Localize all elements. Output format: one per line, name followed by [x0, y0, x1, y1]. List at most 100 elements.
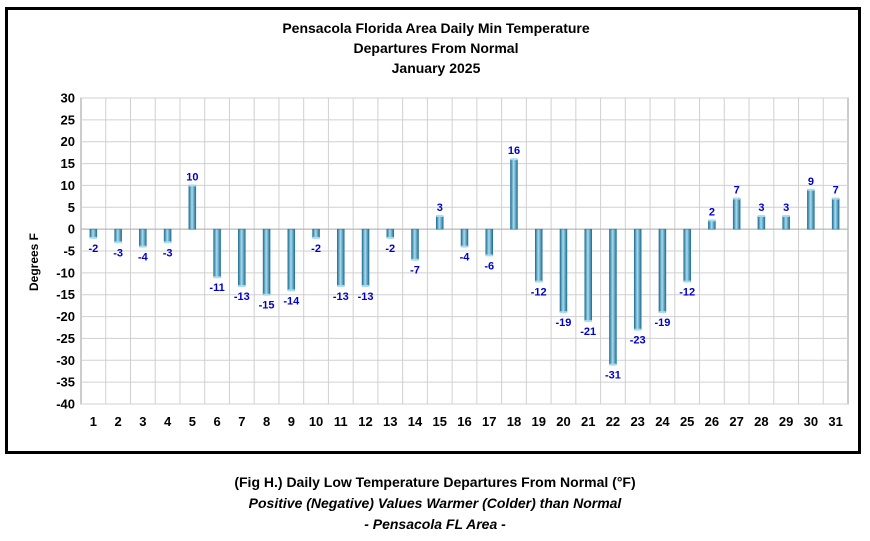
- x-tick-label: 30: [804, 414, 818, 429]
- data-label: -3: [163, 247, 173, 259]
- x-tick-label: 12: [358, 414, 372, 429]
- y-tick-label: -35: [56, 375, 75, 390]
- bar: [807, 189, 815, 230]
- data-label: -19: [654, 317, 670, 329]
- bar-cap: [782, 215, 790, 218]
- x-tick-label: 10: [309, 414, 323, 429]
- data-label: -14: [283, 295, 300, 307]
- x-tick-label: 6: [213, 414, 220, 429]
- data-label: -12: [531, 287, 547, 299]
- x-tick-label: 17: [482, 414, 496, 429]
- bar: [213, 228, 221, 278]
- x-tick-label: 29: [779, 414, 793, 429]
- x-tick-label: 27: [729, 414, 743, 429]
- x-tick-label: 5: [189, 414, 196, 429]
- data-label: 2: [709, 206, 715, 218]
- bar: [361, 228, 370, 287]
- bar-cap: [757, 215, 765, 218]
- chart-frame: Pensacola Florida Area Daily Min Tempera…: [5, 7, 861, 454]
- bar: [287, 228, 296, 291]
- y-tick-label: -25: [56, 331, 75, 346]
- bar-cap: [733, 197, 741, 200]
- data-label: -13: [333, 291, 349, 303]
- bar-cap: [263, 293, 271, 296]
- y-tick-label: 15: [61, 156, 75, 171]
- y-tick-label: -10: [56, 265, 75, 280]
- x-tick-label: 2: [114, 414, 121, 429]
- bar-cap: [535, 280, 543, 283]
- bar: [188, 185, 197, 230]
- bar: [411, 228, 419, 260]
- bar: [831, 198, 840, 230]
- data-label: -19: [556, 317, 572, 329]
- data-label: -31: [605, 370, 621, 382]
- y-tick-label: 5: [68, 200, 75, 215]
- bar-cap: [287, 289, 295, 292]
- bar: [460, 228, 469, 247]
- bar-cap: [510, 158, 518, 161]
- x-tick-label: 4: [164, 414, 172, 429]
- x-tick-label: 3: [139, 414, 146, 429]
- y-tick-label: 20: [61, 134, 75, 149]
- bar: [584, 228, 592, 322]
- y-tick-label: -20: [56, 309, 75, 324]
- data-label: 3: [758, 202, 764, 214]
- data-label: 9: [808, 176, 814, 188]
- bar-cap: [411, 258, 419, 261]
- data-label: -21: [580, 326, 596, 338]
- bar: [534, 228, 543, 282]
- figure-caption-title: (Fig H.) Daily Low Temperature Departure…: [234, 474, 636, 490]
- data-label: -2: [311, 243, 321, 255]
- x-tick-label: 28: [754, 414, 768, 429]
- bar: [708, 220, 716, 230]
- bar-cap: [584, 319, 592, 322]
- figure-caption-location: - Pensacola FL Area -: [364, 516, 506, 532]
- bar: [782, 215, 790, 230]
- bar: [609, 228, 617, 365]
- bar-cap: [832, 197, 840, 200]
- bar-cap: [238, 284, 246, 287]
- chart-title-line-3: January 2025: [392, 60, 481, 76]
- bar: [658, 228, 667, 313]
- x-tick-label: 11: [334, 414, 348, 429]
- y-tick-label: 30: [61, 91, 75, 106]
- x-tick-label: 15: [433, 414, 447, 429]
- bar-cap: [436, 215, 444, 218]
- bar-cap: [485, 254, 493, 257]
- data-label: 10: [186, 171, 198, 183]
- x-tick-label: 26: [705, 414, 719, 429]
- bar-cap: [609, 363, 617, 366]
- data-label: 7: [833, 185, 839, 197]
- data-label: -6: [484, 260, 494, 272]
- bar-cap: [634, 328, 642, 331]
- chart-title-line-2: Departures From Normal: [354, 40, 519, 56]
- bar: [683, 228, 691, 282]
- bar-cap: [386, 236, 394, 239]
- data-label: 7: [734, 185, 740, 197]
- y-tick-label: -5: [63, 244, 75, 259]
- bar-cap: [362, 284, 370, 287]
- data-label: -3: [113, 247, 123, 259]
- chart-title-line-1: Pensacola Florida Area Daily Min Tempera…: [282, 20, 590, 36]
- bar-cap: [213, 276, 221, 279]
- bar: [757, 215, 766, 230]
- y-tick-label: 25: [61, 112, 75, 127]
- y-tick-label: 10: [61, 178, 75, 193]
- bar: [510, 158, 518, 230]
- data-label: -13: [234, 291, 250, 303]
- y-tick-label: -30: [56, 353, 75, 368]
- x-tick-label: 14: [408, 414, 423, 429]
- x-tick-label: 9: [288, 414, 295, 429]
- data-label: -13: [358, 291, 374, 303]
- data-label: 3: [437, 202, 443, 214]
- bar: [386, 228, 395, 239]
- bar: [312, 228, 320, 239]
- bar-cap: [461, 245, 468, 248]
- data-label: -15: [259, 300, 275, 312]
- bar-cap: [312, 236, 320, 239]
- bar: [238, 228, 246, 287]
- bar-cap: [807, 188, 815, 191]
- bar: [559, 228, 568, 313]
- bar: [139, 228, 147, 247]
- bar: [262, 228, 271, 295]
